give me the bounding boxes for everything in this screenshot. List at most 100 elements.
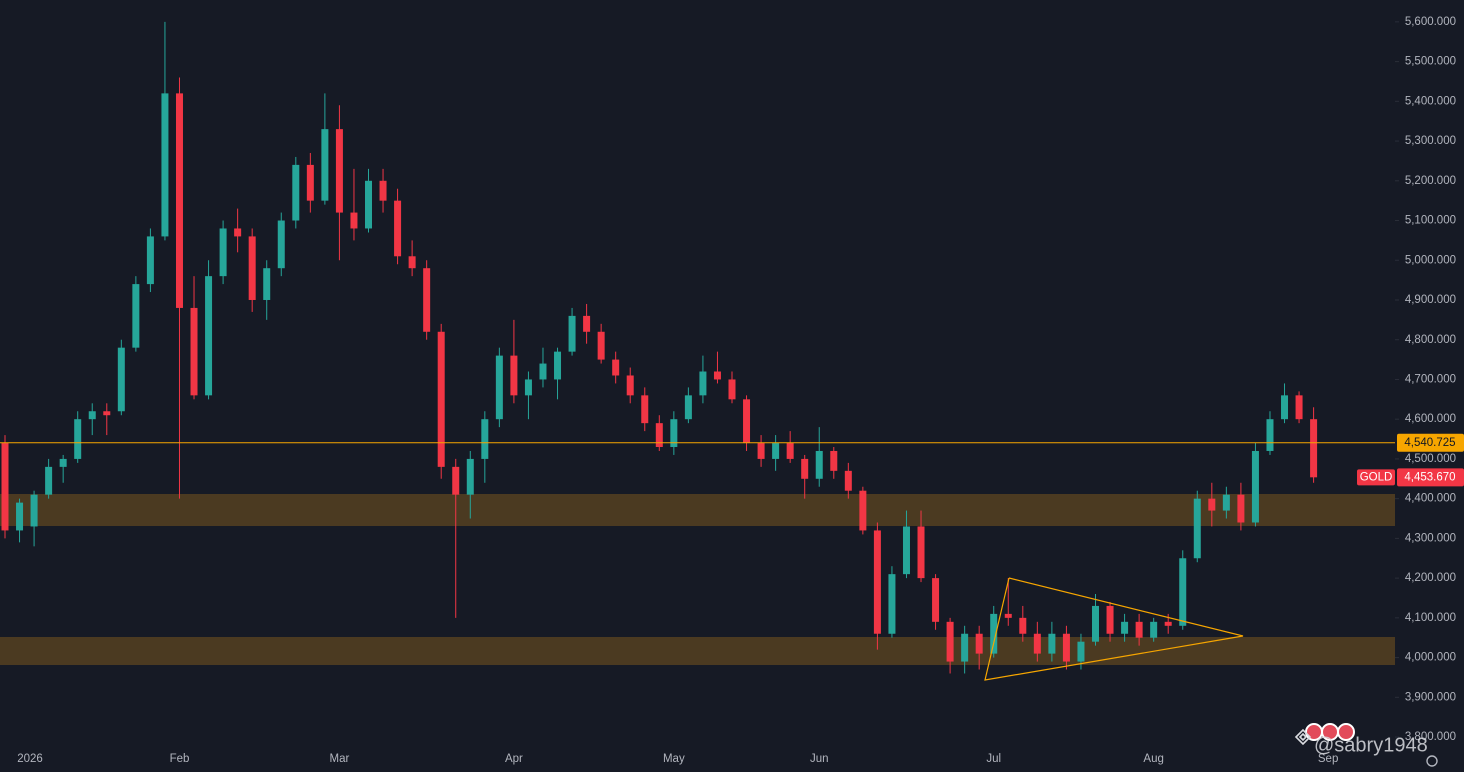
candle-body <box>88 411 96 420</box>
candle-body <box>801 458 809 479</box>
candle-body <box>248 236 256 300</box>
x-tick-label: Aug <box>1143 753 1163 765</box>
candle-body <box>902 526 910 575</box>
candle-body <box>175 93 183 308</box>
candle-body <box>30 494 38 527</box>
candle-body <box>655 423 663 447</box>
candle-body <box>772 443 780 459</box>
candle-body <box>437 331 445 467</box>
x-tick-label: 2026 <box>17 753 43 765</box>
candle-body <box>219 228 227 277</box>
x-tick-label: May <box>663 753 685 765</box>
candle-body <box>975 633 983 654</box>
candle-body <box>888 574 896 634</box>
y-tick-label: 3,900.000 <box>1405 691 1456 703</box>
axes: 3,800.000 3,900.000 4,000.000 4,100.000 4,20… <box>0 16 1464 765</box>
candle-body <box>190 307 198 396</box>
candle-body <box>45 466 53 495</box>
y-tick-label: 4,900.000 <box>1405 294 1456 306</box>
candle-body <box>365 180 372 229</box>
candle-body <box>161 93 169 237</box>
candle-body <box>1251 450 1259 523</box>
y-tick-label: 5,100.000 <box>1405 215 1456 227</box>
candle-body <box>539 363 547 380</box>
candle-body <box>830 450 838 471</box>
watermark: @sabry1948 <box>1314 734 1428 756</box>
candle-body <box>1135 621 1143 638</box>
x-tick-label: Sep <box>1318 753 1338 765</box>
x-tick-label: Feb <box>170 753 190 765</box>
y-tick-label: 3,800.000 <box>1405 731 1456 743</box>
candle-body <box>1 443 9 531</box>
candle-body <box>1019 617 1027 634</box>
candles <box>1 21 1318 674</box>
candle-body <box>306 164 314 201</box>
candle-body <box>554 351 562 380</box>
candle-body <box>670 419 678 447</box>
candle-body <box>408 256 416 269</box>
candle-body <box>961 633 969 662</box>
candle-body <box>379 180 387 201</box>
candle-body <box>263 268 271 300</box>
y-tick-label: 5,600.000 <box>1405 16 1456 28</box>
candle-body <box>292 164 300 221</box>
y-tick-label: 5,400.000 <box>1405 95 1456 107</box>
x-tick-label: Jul <box>986 753 1001 765</box>
supply-zone <box>0 494 1395 526</box>
candle-body <box>1281 395 1289 420</box>
candle-body <box>743 399 751 444</box>
y-tick-label: 5,500.000 <box>1405 56 1456 68</box>
x-tick-label: Mar <box>330 753 350 765</box>
candle-body <box>568 315 576 352</box>
triangle-pattern <box>984 577 1244 681</box>
candle-body <box>481 419 489 459</box>
candle-body <box>583 315 591 332</box>
candle-body <box>641 395 649 424</box>
candle-body <box>786 443 794 459</box>
candle-body <box>917 526 925 579</box>
candle-body <box>74 419 82 459</box>
candle-body <box>524 379 532 396</box>
watermark-icons <box>1294 723 1355 746</box>
y-tick-label: 5,200.000 <box>1405 175 1456 187</box>
candle-body <box>990 613 998 654</box>
candle-body <box>1062 633 1070 662</box>
candle-body <box>277 220 285 269</box>
candle-body <box>1179 558 1187 626</box>
candle-body <box>1193 498 1201 559</box>
candle-body <box>466 458 474 495</box>
candle-body <box>495 355 503 420</box>
candle-body <box>16 502 24 531</box>
candle-body <box>321 129 329 201</box>
candle-body <box>205 276 213 396</box>
candle-body <box>597 331 605 360</box>
candle-body <box>103 411 111 416</box>
candle-body <box>713 371 721 380</box>
candle-body <box>844 470 852 491</box>
price-tag-label: 4,540.725 <box>1404 437 1455 449</box>
candle-body <box>394 200 402 257</box>
candle-body <box>612 359 620 376</box>
symbol-tag <box>1357 469 1395 486</box>
candle-body <box>350 212 358 229</box>
x-tick-label: Jun <box>810 753 829 765</box>
settings-icon[interactable] <box>1426 755 1438 767</box>
last-price-tag <box>1397 468 1464 487</box>
candle-body <box>1222 494 1230 511</box>
candle-body <box>117 347 125 412</box>
candle-body <box>1106 605 1114 634</box>
x-tick-label: Apr <box>505 753 523 765</box>
candle-body <box>1077 641 1085 662</box>
candle-body <box>146 236 154 285</box>
candle-body <box>1033 633 1041 654</box>
demand-zone <box>0 637 1395 665</box>
candle-body <box>1121 621 1129 634</box>
candle-body <box>1048 633 1056 654</box>
candle-body <box>1208 498 1216 511</box>
candle-body <box>946 621 954 662</box>
candle-body <box>1004 613 1012 618</box>
candle-body <box>1150 621 1158 638</box>
candle-body <box>815 450 823 479</box>
